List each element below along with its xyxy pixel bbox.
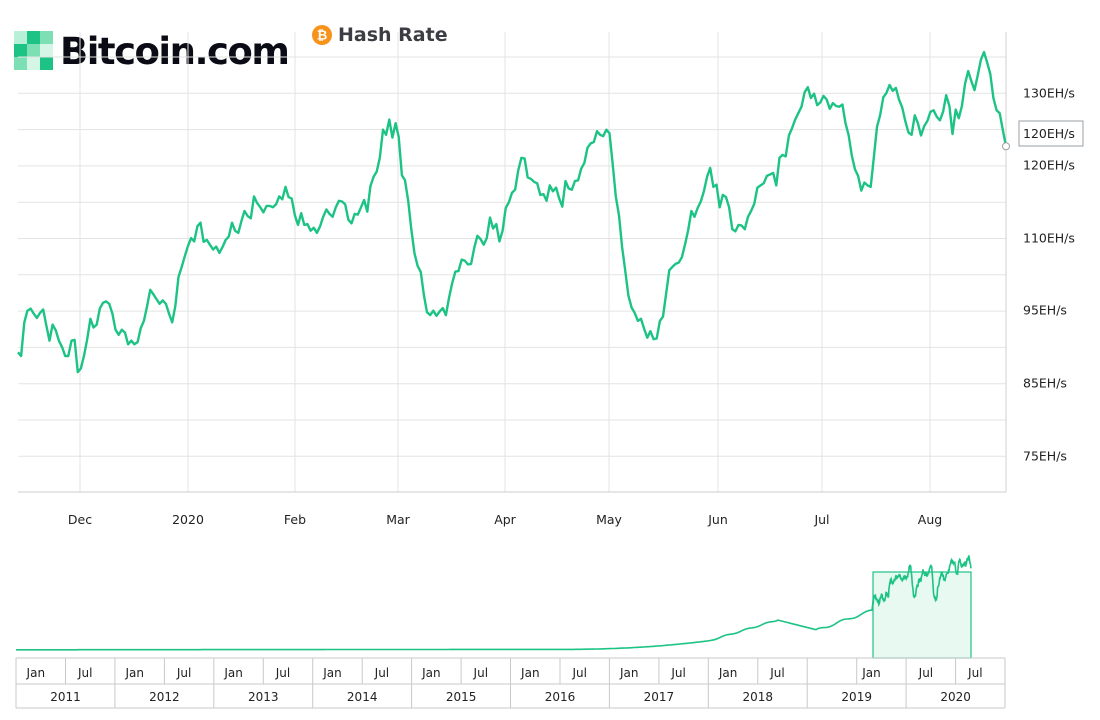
navigator-month-label: Jan bbox=[718, 666, 738, 680]
bitcoin-com-logo[interactable]: Bitcoin.com bbox=[14, 29, 290, 73]
navigator-selection-window[interactable] bbox=[872, 571, 972, 659]
x-tick-label: Apr bbox=[494, 512, 516, 527]
navigator-year-label: 2011 bbox=[50, 690, 81, 704]
navigator-month-label: Jul bbox=[176, 666, 191, 680]
navigator-month-label: Jan bbox=[26, 666, 46, 680]
bitcoin-com-logo-icon bbox=[14, 31, 53, 70]
navigator-month-label: Jan bbox=[322, 666, 342, 680]
navigator-month-label: Jul bbox=[374, 666, 389, 680]
navigator-month-label: Jul bbox=[275, 666, 290, 680]
current-value-label: 120EH/s bbox=[1018, 120, 1084, 147]
y-tick-label: 95EH/s bbox=[1023, 303, 1067, 318]
navigator-month-label: Jul bbox=[77, 666, 92, 680]
navigator-month-label: Jan bbox=[223, 666, 243, 680]
x-tick-label: Jul bbox=[813, 512, 829, 527]
svg-text:₿: ₿ bbox=[317, 29, 328, 44]
navigator-year-label: 2019 bbox=[841, 690, 872, 704]
navigator-month-label: Jul bbox=[571, 666, 586, 680]
bitcoin-icon: ₿ bbox=[312, 25, 332, 45]
x-axis: Dec 2020 Feb Mar Apr May Jun Jul Aug bbox=[68, 512, 942, 527]
navigator-year-label: 2020 bbox=[940, 690, 971, 704]
brand-name: Bitcoin.com bbox=[60, 29, 290, 73]
navigator-month-label: Jul bbox=[769, 666, 784, 680]
navigator-year-label: 2014 bbox=[347, 690, 378, 704]
navigator-year-label: 2013 bbox=[248, 690, 279, 704]
navigator-month-label: Jan bbox=[619, 666, 639, 680]
hash-rate-series-line bbox=[17, 50, 1008, 374]
navigator-time-axis: 2011 2012 2013 2014 2015 2016 2017 2018 2019 2020… bbox=[15, 657, 1006, 709]
y-tick-label: 130EH/s bbox=[1023, 86, 1075, 101]
x-tick-label: Mar bbox=[386, 512, 410, 527]
navigator-year-label: 2017 bbox=[644, 690, 675, 704]
y-tick-label: 120EH/s bbox=[1023, 158, 1075, 173]
current-value-marker bbox=[1002, 142, 1010, 151]
x-tick-label: Aug bbox=[918, 512, 942, 527]
chart-title-text: Hash Rate bbox=[338, 24, 448, 46]
navigator-year-label: 2016 bbox=[545, 690, 576, 704]
navigator-month-label: Jan bbox=[861, 666, 881, 680]
navigator-year-label: 2018 bbox=[743, 690, 774, 704]
x-tick-label: May bbox=[596, 512, 622, 527]
range-navigator[interactable]: 2011 2012 2013 2014 2015 2016 2017 2018 2019 2020… bbox=[15, 555, 1006, 709]
y-axis: 75EH/s 85EH/s 95EH/s 110EH/s 120EH/s 130EH/s bbox=[1023, 86, 1075, 464]
navigator-year-label: 2012 bbox=[149, 690, 180, 704]
navigator-month-label: Jul bbox=[473, 666, 488, 680]
navigator-year-label: 2015 bbox=[446, 690, 477, 704]
navigator-series-line bbox=[16, 555, 972, 651]
x-tick-label: Jun bbox=[707, 512, 728, 527]
x-tick-label: Feb bbox=[284, 512, 306, 527]
navigator-month-label: Jul bbox=[670, 666, 685, 680]
navigator-month-label: Jan bbox=[520, 666, 540, 680]
x-tick-label: Dec bbox=[68, 512, 92, 527]
x-tick-label: 2020 bbox=[172, 512, 204, 527]
current-value-text: 120EH/s bbox=[1023, 126, 1075, 141]
y-tick-label: 85EH/s bbox=[1023, 376, 1067, 391]
navigator-month-label: Jan bbox=[421, 666, 441, 680]
navigator-month-label: Jul bbox=[918, 666, 933, 680]
y-tick-label: 110EH/s bbox=[1023, 231, 1075, 246]
chart-grid bbox=[18, 32, 1007, 493]
y-tick-label: 75EH/s bbox=[1023, 449, 1067, 464]
navigator-month-label: Jan bbox=[124, 666, 144, 680]
navigator-month-label: Jul bbox=[967, 666, 982, 680]
chart-title: ₿ Hash Rate bbox=[312, 22, 448, 48]
